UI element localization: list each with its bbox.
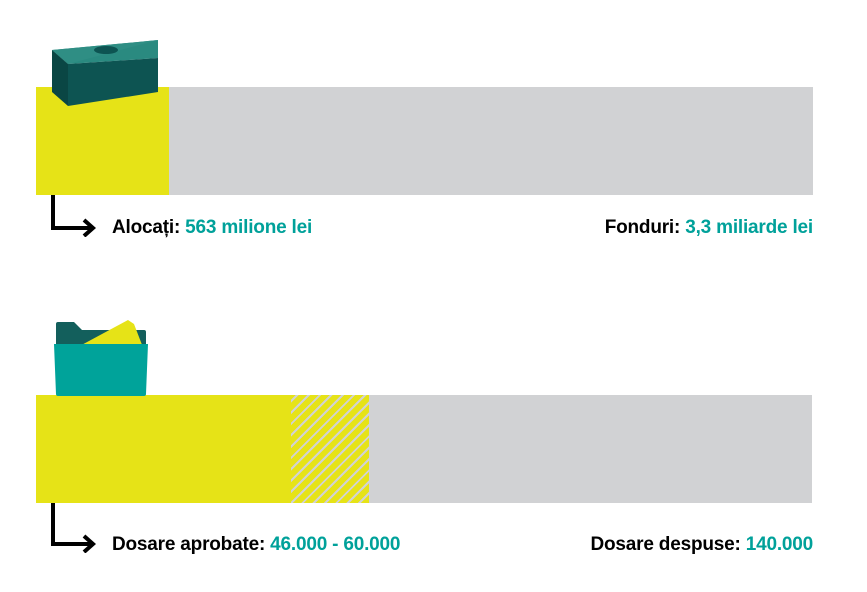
applications-approved-bar (36, 395, 291, 503)
submitted-applications-label: Dosare despuse: 140.000 (590, 534, 814, 555)
applications-total-bar (36, 395, 812, 503)
funds-allocated-bar (36, 87, 169, 195)
funds-total-bar (36, 87, 813, 195)
money-stack-icon (52, 40, 158, 106)
applications-approved-range-bar (290, 395, 369, 503)
arrow-icon (51, 503, 97, 553)
total-funds-label: Fonduri: 3,3 miliarde lei (604, 217, 813, 238)
arrow-icon (51, 195, 97, 237)
allocated-label: Alocați: 563 milione lei (112, 217, 313, 238)
approved-applications-label: Dosare aprobate: 46.000 - 60.000 (112, 534, 401, 555)
folder-documents-icon (54, 320, 148, 396)
